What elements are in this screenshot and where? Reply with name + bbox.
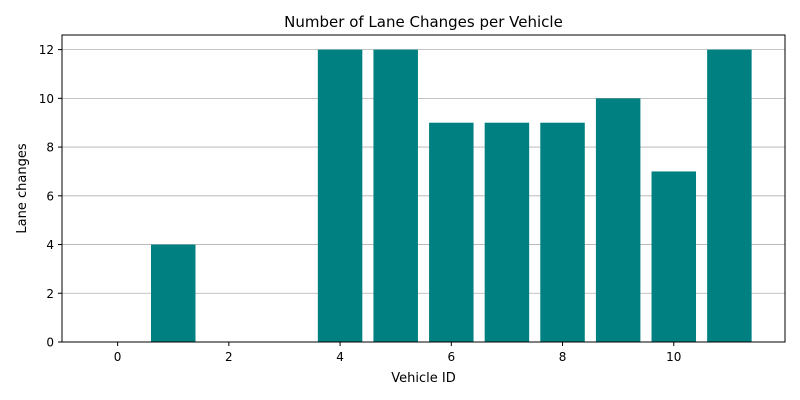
bars bbox=[150, 49, 752, 342]
bar bbox=[317, 49, 363, 342]
y-axis-ticks: 0 2 4 6 8 10 12 bbox=[39, 43, 62, 350]
y-tick-label: 6 bbox=[46, 189, 54, 203]
y-tick-label: 2 bbox=[46, 287, 54, 301]
bar bbox=[484, 122, 530, 342]
x-axis-title: Vehicle ID bbox=[391, 371, 455, 386]
x-tick-label: 0 bbox=[114, 350, 122, 364]
bar bbox=[651, 171, 697, 342]
y-tick-label: 12 bbox=[39, 43, 54, 57]
bar bbox=[707, 49, 752, 342]
bar bbox=[150, 244, 196, 342]
bar bbox=[429, 122, 474, 342]
x-axis-ticks: 0 2 4 6 8 10 bbox=[114, 342, 681, 364]
y-tick-label: 0 bbox=[46, 336, 54, 350]
plot-frame bbox=[61, 34, 786, 343]
bar bbox=[373, 49, 418, 342]
x-tick-label: 4 bbox=[336, 350, 344, 364]
y-axis-title: Lane changes bbox=[15, 143, 30, 233]
x-tick-label: 2 bbox=[225, 350, 233, 364]
y-tick-label: 8 bbox=[46, 141, 54, 155]
x-tick-label: 6 bbox=[447, 350, 455, 364]
y-tick-label: 4 bbox=[46, 238, 54, 252]
x-tick-label: 8 bbox=[559, 350, 567, 364]
x-tick-label: 10 bbox=[666, 350, 681, 364]
bar bbox=[595, 98, 641, 342]
chart-title: Number of Lane Changes per Vehicle bbox=[284, 13, 563, 31]
bar bbox=[540, 122, 585, 342]
y-tick-label: 10 bbox=[39, 92, 54, 106]
